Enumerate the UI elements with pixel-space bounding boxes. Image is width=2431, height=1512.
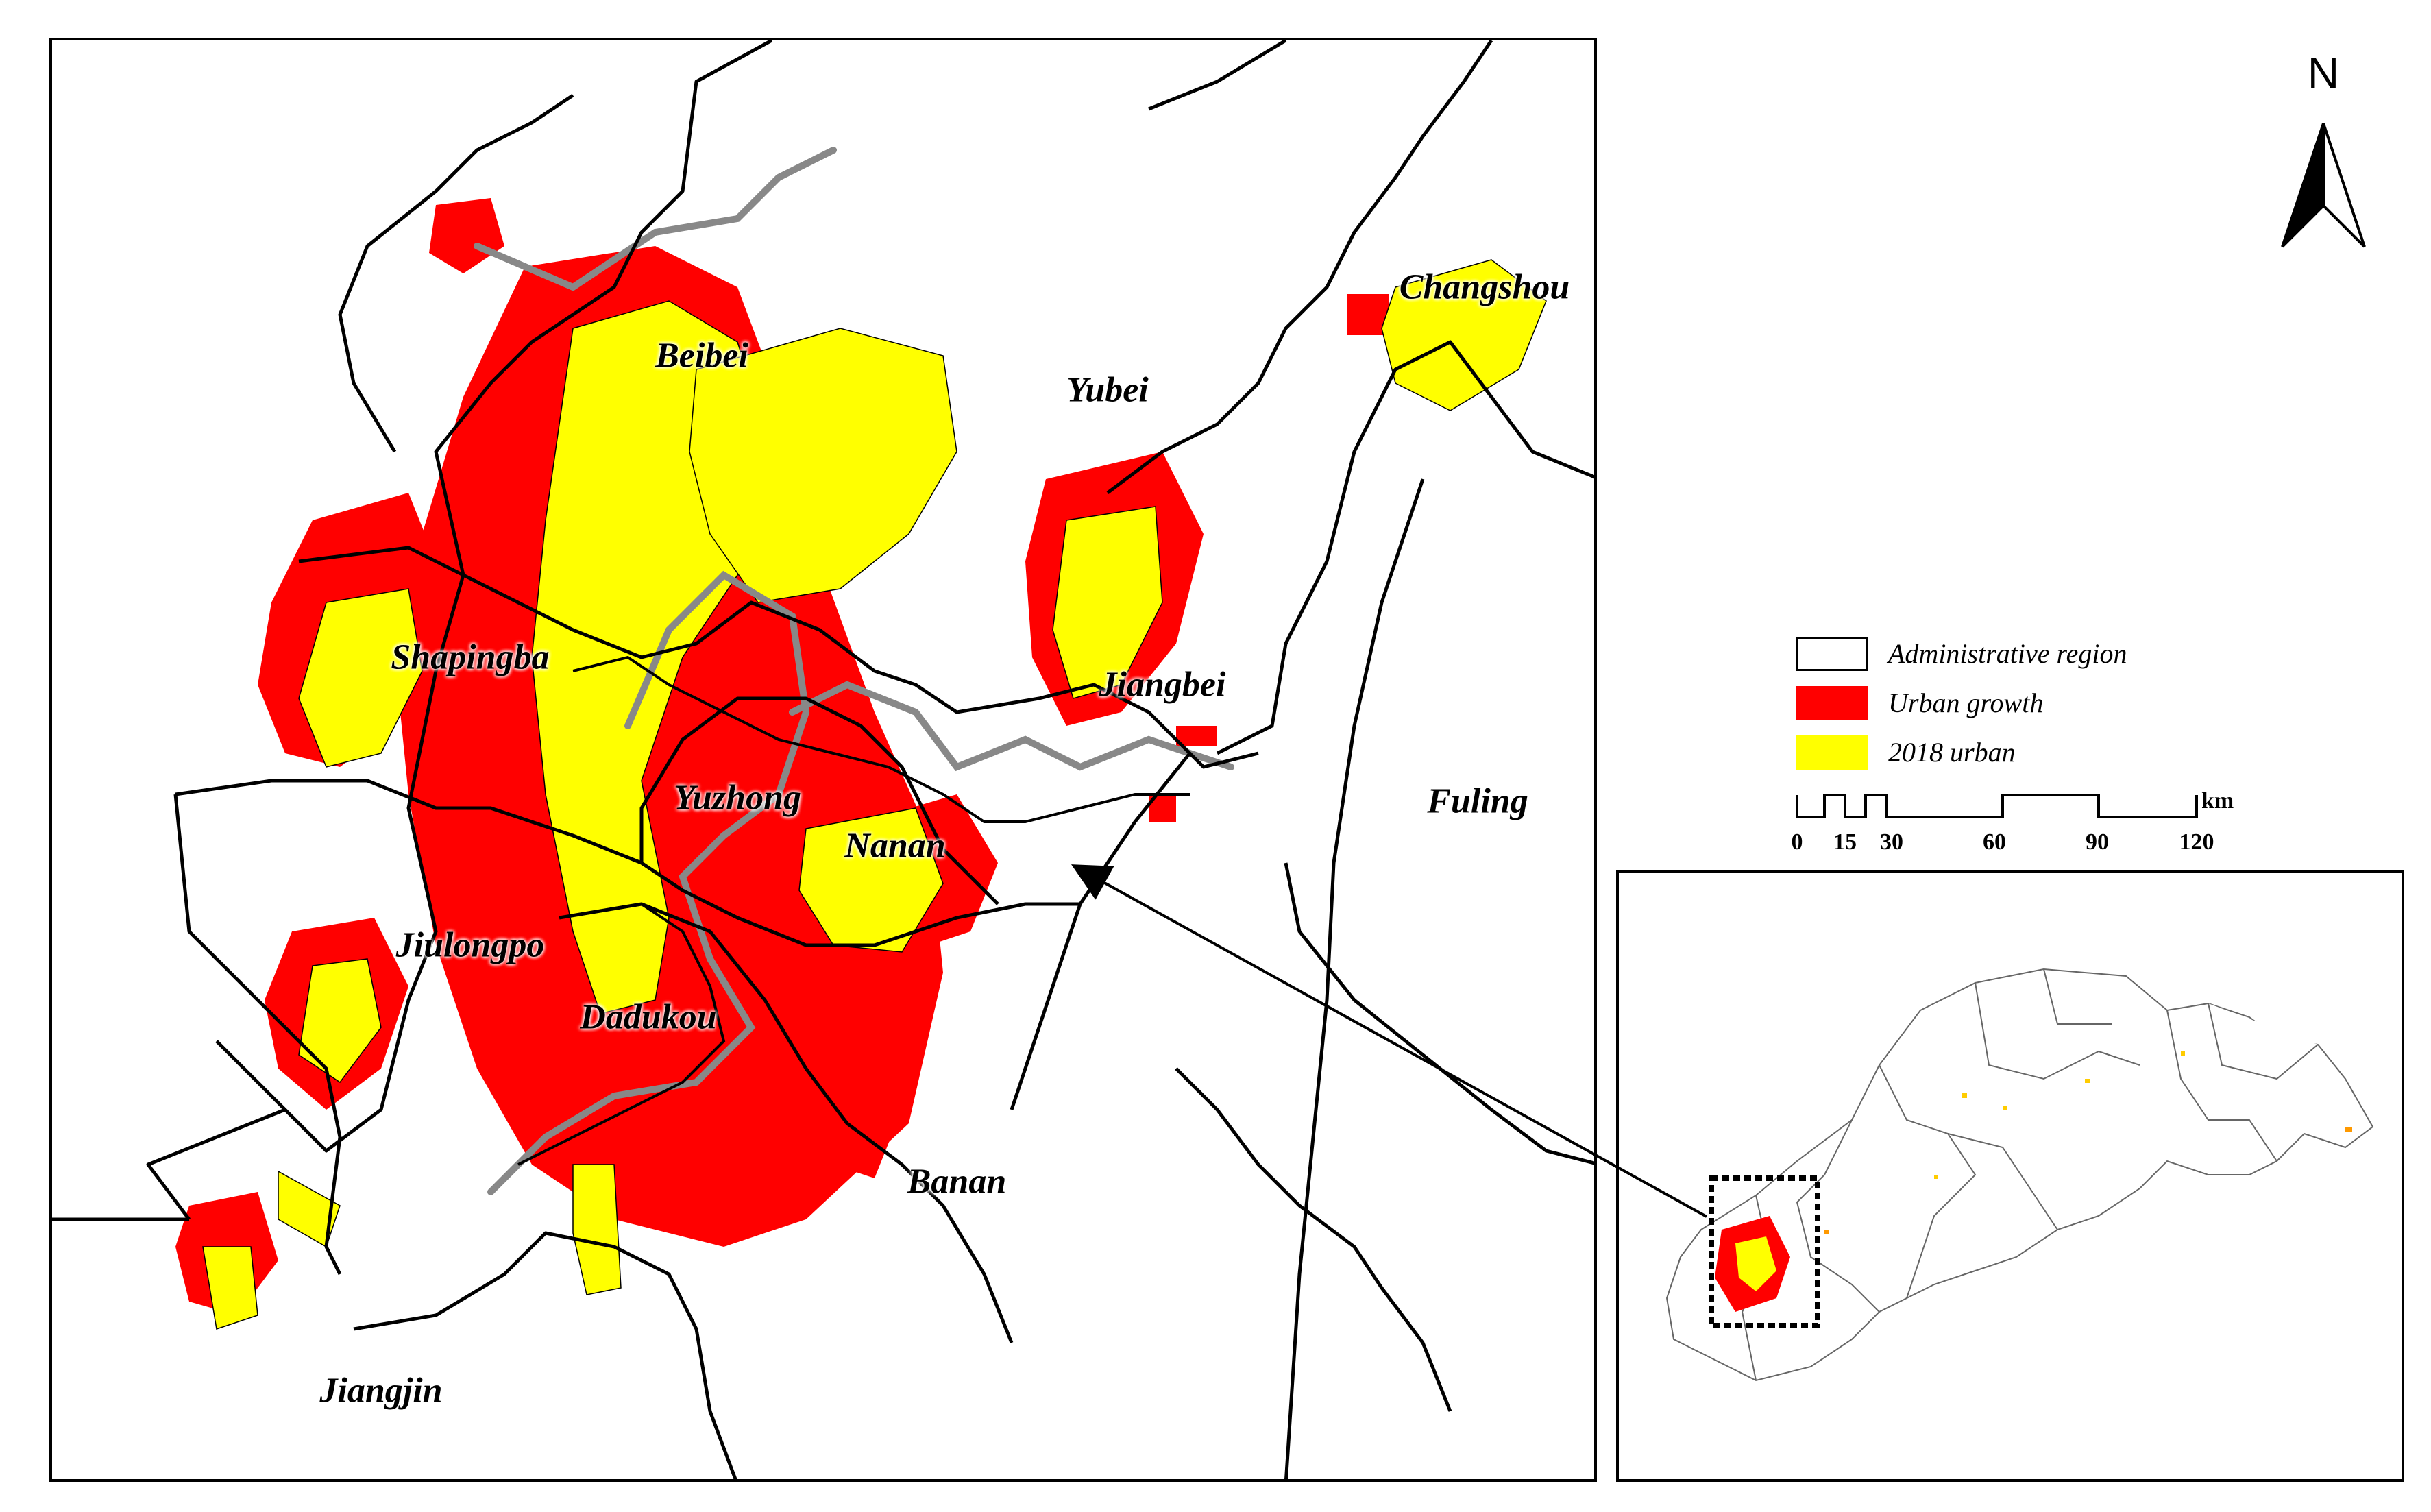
district-label-yuzhong: Yuzhong: [674, 778, 801, 818]
administrative-boundaries: [52, 40, 1594, 1479]
main-river-outline: [517, 655, 1190, 1166]
district-label-jiulongpo: Jiulongpo: [395, 925, 545, 965]
main-map[interactable]: Beibei Yubei Changshou Shapingba Jiangbe…: [49, 38, 1597, 1482]
legend-item-administrative-region: Administrative region: [1796, 634, 2275, 674]
legend-label-urban-growth: Urban growth: [1888, 687, 2044, 718]
urban-2018-layer: [202, 259, 1547, 1330]
inset-extent-box: [1709, 1175, 1820, 1328]
inset-urban: [1715, 1051, 2352, 1312]
district-label-shapingba: Shapingba: [391, 637, 550, 677]
inset-map[interactable]: [1616, 870, 2404, 1482]
scale-unit: km: [2201, 788, 2234, 814]
scale-bar-graphic: [1796, 794, 2198, 818]
scale-tick-0: 0: [1791, 829, 1803, 855]
district-label-fuling: Fuling: [1427, 781, 1528, 821]
district-label-dadukou: Dadukou: [580, 997, 717, 1037]
scale-tick-30: 30: [1880, 829, 1903, 855]
legend-item-urban-growth: Urban growth: [1796, 683, 2275, 723]
district-label-banan: Banan: [907, 1162, 1007, 1202]
inset-region-outline: [1665, 968, 2374, 1382]
scale-tick-90: 90: [2086, 829, 2109, 855]
district-label-changshou: Changshou: [1399, 267, 1570, 307]
legend-swatch-urban-growth: [1796, 686, 1868, 720]
north-letter: N: [2307, 49, 2340, 98]
scale-tick-15: 15: [1833, 829, 1857, 855]
district-label-yubei: Yubei: [1066, 370, 1149, 410]
scale-bar: 0 15 30 60 90 120 km: [1792, 781, 2275, 857]
legend-swatch-2018-urban: [1796, 735, 1868, 770]
river-layer: [474, 147, 1234, 1195]
district-label-jiangjin: Jiangjin: [319, 1371, 443, 1411]
main-map-canvas: [52, 40, 1594, 1479]
legend-label-2018-urban: 2018 urban: [1888, 737, 2016, 768]
scale-tick-60: 60: [1983, 829, 2006, 855]
north-arrow: N: [2275, 48, 2371, 267]
north-arrow-icon: [2281, 123, 2366, 248]
legend-label-administrative-region: Administrative region: [1888, 638, 2127, 669]
district-label-jiangbei: Jiangbei: [1099, 665, 1226, 705]
legend-swatch-administrative-region: [1796, 637, 1868, 671]
inset-map-canvas: [1665, 968, 2374, 1382]
legend-item-2018-urban: 2018 urban: [1796, 733, 2275, 772]
district-label-nanan: Nanan: [844, 826, 946, 866]
scale-tick-120: 120: [2179, 829, 2214, 855]
district-label-beibei: Beibei: [655, 336, 748, 376]
